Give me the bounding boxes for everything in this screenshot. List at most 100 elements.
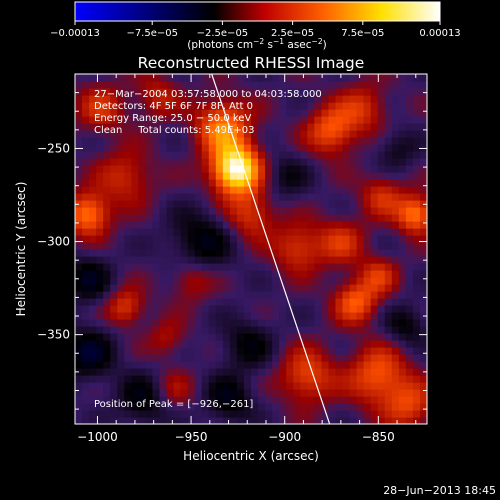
heatmap-cell	[229, 74, 238, 82]
heatmap-cell	[222, 200, 231, 208]
heatmap-cell	[215, 81, 224, 89]
heatmap-cell	[159, 242, 168, 250]
heatmap-cell	[272, 221, 280, 229]
heatmap-cell	[208, 284, 217, 292]
heatmap-cell	[215, 242, 224, 250]
heatmap-cell	[96, 277, 104, 285]
heatmap-cell	[363, 228, 372, 236]
heatmap-cell	[286, 109, 294, 117]
heatmap-cell	[159, 123, 168, 131]
heatmap-cell	[342, 207, 351, 215]
heatmap-cell	[180, 74, 189, 82]
heatmap-cell	[215, 179, 224, 187]
heatmap-cell	[145, 228, 154, 236]
heatmap-cell	[145, 123, 154, 131]
heatmap-cell	[412, 319, 421, 327]
heatmap-cell	[187, 270, 196, 278]
heatmap-cell	[258, 81, 266, 89]
heatmap-cell	[124, 291, 132, 299]
heatmap-cell	[363, 326, 372, 334]
heatmap-cell	[391, 347, 400, 355]
heatmap-cell	[349, 193, 358, 201]
heatmap-cell	[307, 333, 315, 341]
heatmap-cell	[159, 88, 168, 96]
heatmap-cell	[222, 207, 231, 215]
heatmap-cell	[96, 361, 104, 369]
heatmap-cell	[335, 151, 344, 159]
heatmap-cell	[356, 270, 365, 278]
heatmap-cell	[152, 417, 161, 424]
heatmap-cell	[194, 396, 203, 404]
heatmap-cell	[307, 312, 315, 320]
heatmap-cell	[75, 263, 83, 271]
heatmap-cell	[194, 326, 203, 334]
heatmap-cell	[300, 284, 308, 292]
heatmap-cell	[251, 375, 259, 383]
heatmap-cell	[314, 130, 322, 138]
heatmap-cell	[110, 368, 118, 376]
heatmap-cell	[208, 375, 217, 383]
heatmap-cell	[75, 235, 83, 243]
heatmap-cell	[384, 319, 393, 327]
heatmap-cell	[279, 102, 287, 110]
heatmap-cell	[201, 389, 210, 397]
heatmap-cell	[96, 193, 104, 201]
heatmap-cell	[342, 291, 351, 299]
heatmap-cell	[187, 354, 196, 362]
heatmap-cell	[328, 179, 337, 187]
heatmap-cell	[342, 305, 351, 313]
heatmap-cell	[384, 109, 393, 117]
heatmap-cell	[82, 123, 90, 131]
heatmap-cell	[222, 319, 231, 327]
heatmap-cell	[96, 417, 104, 424]
heatmap-cell	[215, 375, 224, 383]
heatmap-cell	[138, 109, 146, 117]
heatmap-cell	[419, 326, 427, 334]
heatmap-cell	[96, 305, 104, 313]
heatmap-cell	[279, 417, 287, 424]
heatmap-cell	[180, 158, 189, 166]
heatmap-cell	[398, 417, 407, 424]
heatmap-cell	[187, 144, 196, 152]
heatmap-cell	[321, 249, 330, 257]
heatmap-cell	[138, 172, 146, 180]
heatmap-cell	[349, 312, 358, 320]
heatmap-cell	[342, 256, 351, 264]
heatmap-cell	[229, 389, 238, 397]
heatmap-cell	[251, 291, 259, 299]
heatmap-cell	[159, 382, 168, 390]
heatmap-cell	[321, 109, 330, 117]
heatmap-cell	[194, 277, 203, 285]
heatmap-cell	[342, 277, 351, 285]
heatmap-cell	[265, 256, 273, 264]
heatmap-cell	[243, 417, 252, 424]
heatmap-cell	[342, 368, 351, 376]
heatmap-cell	[201, 382, 210, 390]
heatmap-cell	[208, 319, 217, 327]
heatmap-cell	[89, 81, 97, 89]
heatmap-cell	[405, 144, 414, 152]
heatmap-cell	[370, 172, 379, 180]
heatmap-cell	[110, 235, 118, 243]
heatmap-cell	[419, 333, 427, 341]
heatmap-cell	[152, 312, 161, 320]
heatmap-cell	[236, 123, 245, 131]
heatmap-cell	[356, 389, 365, 397]
heatmap-cell	[110, 326, 118, 334]
heatmap-cell	[398, 109, 407, 117]
heatmap-cell	[321, 382, 330, 390]
heatmap-cell	[194, 186, 203, 194]
heatmap-cell	[300, 221, 308, 229]
heatmap-cell	[307, 200, 315, 208]
heatmap-cell	[405, 410, 414, 418]
heatmap-cell	[82, 193, 90, 201]
heatmap-cell	[419, 172, 427, 180]
heatmap-cell	[215, 410, 224, 418]
heatmap-cell	[82, 347, 90, 355]
heatmap-cell	[419, 95, 427, 103]
heatmap-cell	[307, 123, 315, 131]
heatmap-cell	[286, 375, 294, 383]
heatmap-cell	[391, 403, 400, 411]
heatmap-cell	[82, 256, 90, 264]
heatmap-cell	[103, 389, 111, 397]
